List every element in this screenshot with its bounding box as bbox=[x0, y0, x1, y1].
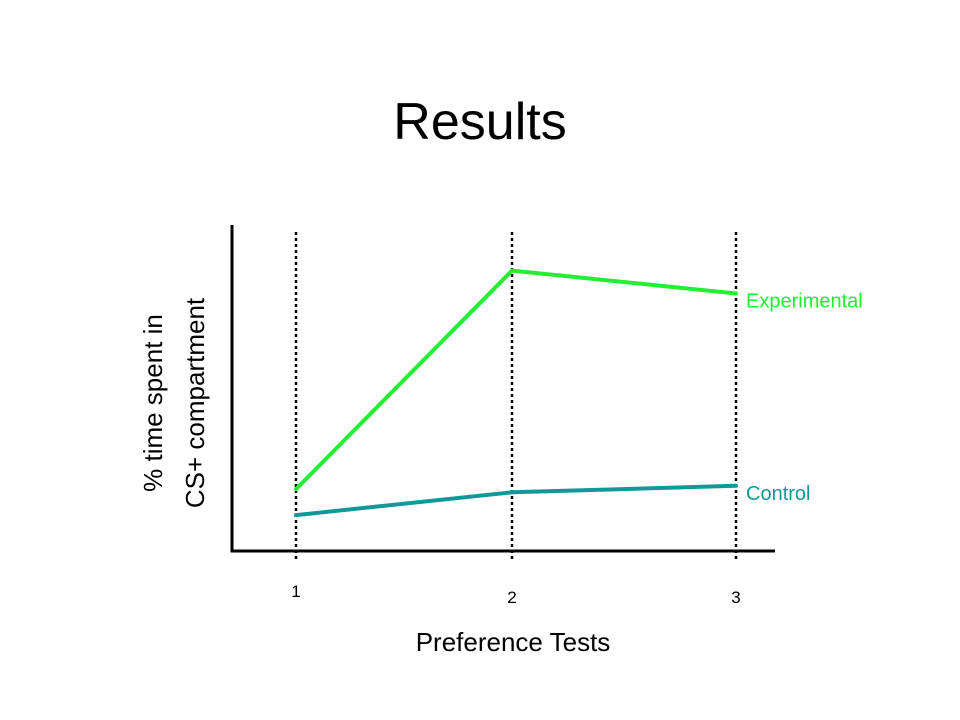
data-point-control-3 bbox=[734, 483, 738, 488]
series-line-control bbox=[295, 483, 737, 518]
data-point-experimental-2 bbox=[510, 268, 514, 273]
y-axis-label-line-2: CS+ compartment bbox=[180, 297, 210, 508]
data-point-experimental-3 bbox=[734, 291, 738, 296]
series-lines bbox=[294, 268, 738, 518]
y-axis-label-line-1: % time spent in bbox=[138, 314, 168, 492]
x-axis-label: Preference Tests bbox=[416, 627, 611, 657]
data-point-experimental-1 bbox=[294, 487, 298, 492]
x-tick-labels: 1 2 3 bbox=[291, 582, 740, 607]
x-tick-label-2: 2 bbox=[507, 588, 516, 607]
series-labels: Experimental Control bbox=[746, 291, 863, 505]
vertical-guides bbox=[294, 232, 738, 562]
slide-title: Results bbox=[393, 93, 567, 151]
series-line-experimental bbox=[294, 268, 737, 491]
data-point-control-1 bbox=[294, 513, 298, 518]
data-point-control-2 bbox=[510, 490, 514, 495]
x-tick-label-1: 1 bbox=[291, 582, 300, 601]
series-label-experimental: Experimental bbox=[746, 291, 863, 313]
x-tick-label-3: 3 bbox=[731, 588, 740, 607]
series-label-control: Control bbox=[746, 483, 810, 505]
